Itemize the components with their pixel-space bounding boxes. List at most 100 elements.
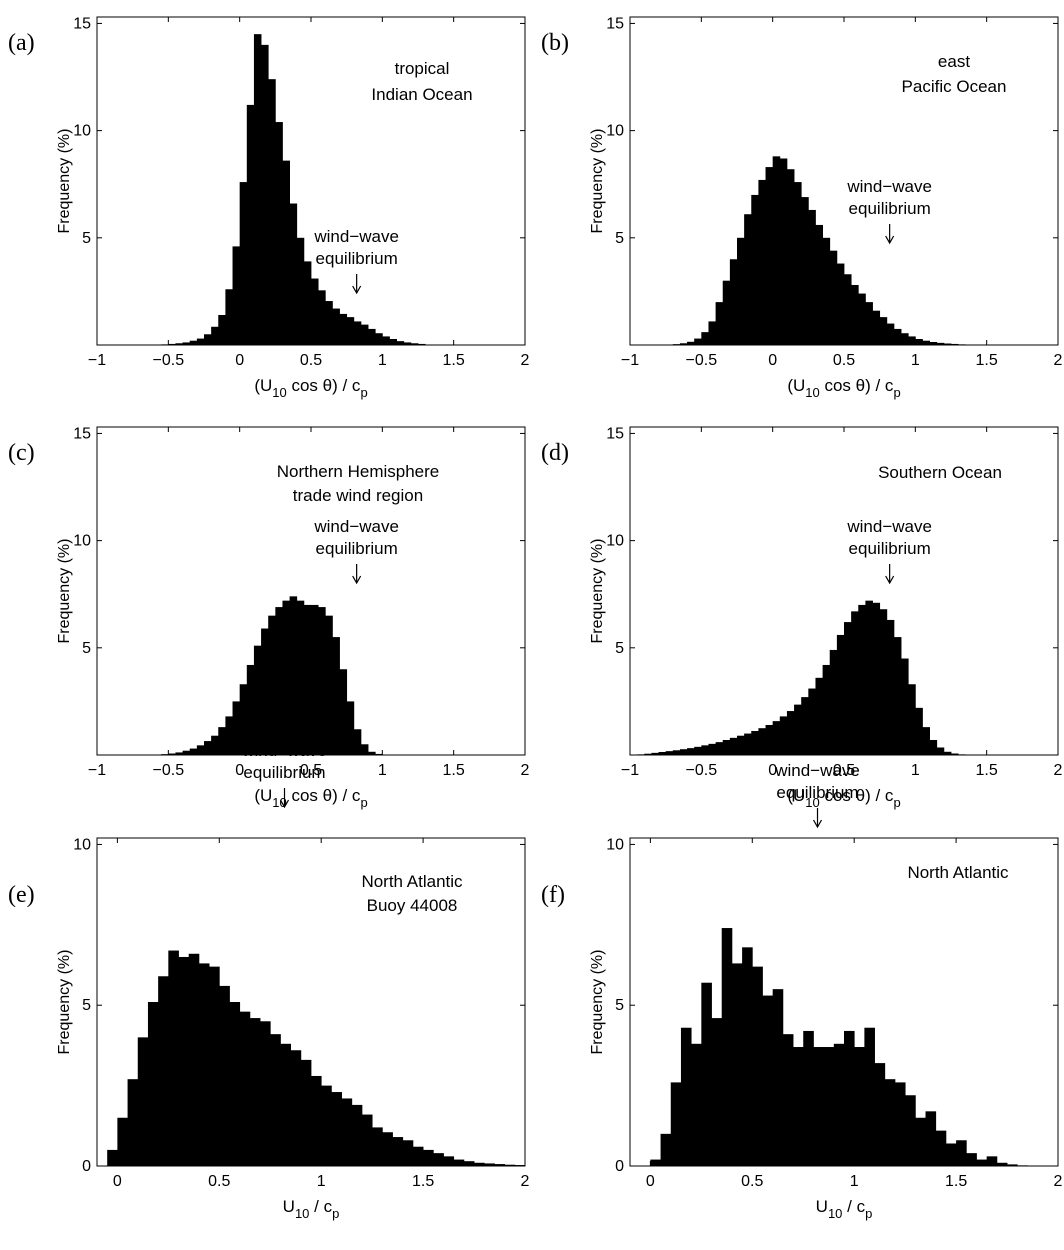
equilibrium-label: wind−wave [774, 761, 860, 780]
histogram-bar [758, 179, 766, 345]
x-tick-label: −1 [621, 762, 639, 779]
histogram-bar [375, 753, 383, 755]
histogram-bar [765, 724, 774, 755]
histogram-bar [833, 1043, 845, 1166]
y-tick-label: 5 [615, 640, 624, 657]
histogram-bar [672, 750, 681, 755]
histogram-bar [246, 104, 255, 346]
x-tick-label: 1 [378, 762, 387, 779]
x-tick-label: 2 [521, 1173, 530, 1190]
histogram-bar [182, 342, 191, 345]
panel-label: (e) [8, 882, 35, 908]
histogram-bar [175, 752, 183, 755]
x-tick-label: 0.5 [300, 762, 322, 779]
histogram-bar [822, 664, 831, 755]
histogram-bar [392, 1137, 404, 1166]
histogram-bar [311, 604, 319, 755]
histogram-bar [872, 602, 881, 755]
histogram-bar [204, 741, 212, 755]
histogram-bar [711, 1018, 723, 1166]
histogram-bar [772, 156, 781, 345]
histogram-bar [346, 317, 355, 345]
histogram-bar [137, 1037, 149, 1166]
histogram-bar [715, 742, 724, 755]
y-tick-label: 10 [606, 533, 624, 550]
histogram-bar [701, 332, 709, 345]
histogram-bar [908, 336, 916, 345]
histogram-bar [966, 1153, 977, 1166]
histogram-bar [290, 1050, 302, 1166]
panel-label: (c) [8, 440, 35, 466]
histogram-bar [303, 604, 312, 755]
histogram-bar [382, 336, 390, 345]
histogram-bar [178, 956, 190, 1166]
x-tick-label: 0 [768, 352, 777, 369]
histogram-bar [858, 293, 866, 345]
histogram-bar [758, 728, 766, 755]
histogram-bar [715, 302, 724, 345]
panel-label: (f) [541, 882, 565, 908]
histogram-bar [670, 1082, 682, 1166]
histogram-bar [117, 1117, 128, 1166]
histogram-bar [494, 1164, 506, 1166]
panel-d: −1 −0.5 0 0.5 1 1.5 2 5 10 15 Frequency (%) (U10 co… [541, 425, 1063, 810]
histogram-bar [808, 209, 816, 345]
histogram-bar [211, 326, 219, 345]
histogram-bar [353, 729, 362, 755]
region-annotation: tropical [395, 59, 450, 78]
histogram-bar [225, 289, 233, 345]
histogram-bar [396, 341, 405, 345]
histogram-bar [879, 317, 888, 345]
histogram-bar [908, 684, 916, 755]
histogram-bar [474, 1162, 485, 1166]
y-axis-label: Frequency (%) [56, 539, 73, 644]
histogram-bars [154, 596, 383, 755]
x-tick-label: 1.5 [443, 762, 465, 779]
histogram-bar [332, 308, 340, 345]
histogram-bar [879, 609, 888, 755]
equilibrium-label: equilibrium [849, 539, 931, 558]
histogram-bar [321, 1085, 332, 1166]
histogram-bar [296, 237, 305, 345]
histogram-bars [650, 928, 1028, 1166]
histogram-bar [801, 197, 809, 345]
histogram-bar [782, 1034, 794, 1166]
histogram-bar [851, 611, 859, 755]
x-tick-label: 0 [768, 762, 777, 779]
histogram-bar [318, 607, 326, 755]
histogram-bar [402, 1140, 414, 1166]
x-tick-label: 1.5 [443, 352, 465, 369]
histogram-bar [793, 1047, 804, 1166]
histogram-bar [893, 328, 902, 345]
histogram-bar [289, 203, 298, 345]
histogram-bar [239, 1011, 251, 1166]
histogram-bar [865, 600, 873, 755]
region-annotation: Pacific Ocean [902, 77, 1007, 96]
x-axis-label: (U10 cos θ) / cp [787, 376, 900, 400]
histogram-bar [836, 263, 845, 345]
histogram-bar [389, 339, 397, 345]
histogram-bar [772, 721, 781, 755]
histogram-bar [854, 1047, 865, 1166]
histogram-bar [651, 752, 659, 755]
equilibrium-label: wind−wave [846, 517, 932, 536]
equilibrium-label: equilibrium [776, 783, 858, 802]
y-axis-label: Frequency (%) [589, 950, 606, 1055]
histogram-bars [637, 600, 966, 755]
histogram-bar [219, 985, 230, 1166]
histogram-bar [280, 1043, 292, 1166]
histogram-bar [751, 194, 759, 345]
histogram-bar [901, 333, 909, 345]
histogram-bar [694, 746, 702, 755]
y-tick-label: 5 [615, 997, 624, 1014]
y-axis-label: Frequency (%) [56, 129, 73, 234]
x-tick-label: −1 [621, 352, 639, 369]
y-tick-label: 10 [73, 533, 91, 550]
histogram-bar [232, 246, 241, 345]
histogram-bar [943, 751, 952, 755]
histogram-bar [894, 1082, 906, 1166]
histogram-bar [801, 697, 809, 755]
equilibrium-arrow-head [279, 799, 290, 809]
histogram-bar [368, 328, 376, 345]
